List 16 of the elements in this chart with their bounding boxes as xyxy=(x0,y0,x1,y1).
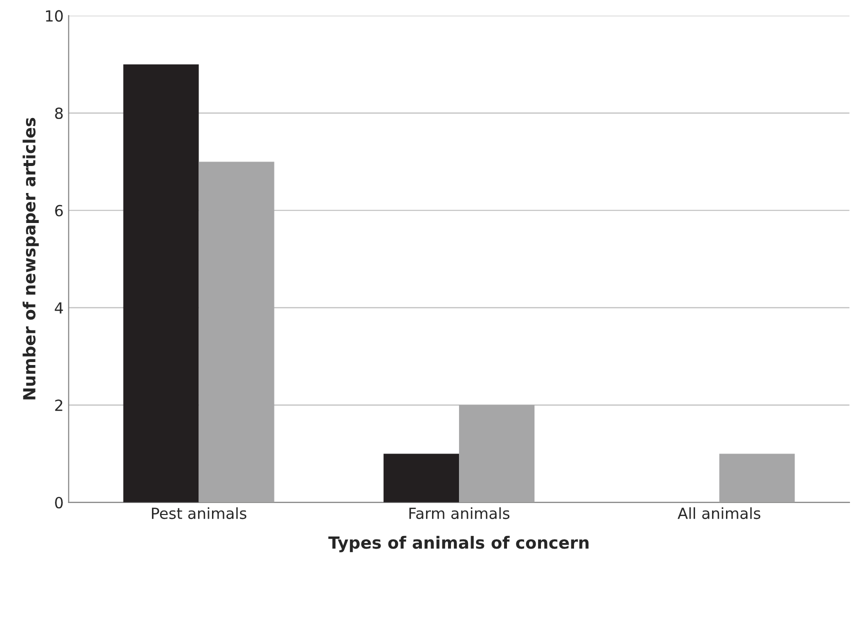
bar xyxy=(123,64,199,502)
x-tick-label: Pest animals xyxy=(152,507,246,520)
bar xyxy=(384,454,460,502)
y-tick-label: 4 xyxy=(54,302,63,314)
y-tick-label: 8 xyxy=(55,108,63,120)
bar xyxy=(459,405,535,502)
y-tick-label: 10 xyxy=(46,10,63,22)
x-axis-title: Types of animals of concern xyxy=(328,536,589,552)
bar xyxy=(719,454,795,502)
x-tick-label: Farm animals xyxy=(409,507,510,520)
y-tick-label: 6 xyxy=(55,204,63,216)
y-axis-title: Number of newspaper articles xyxy=(22,118,39,400)
y-tick-label: 2 xyxy=(55,400,62,411)
y-tick-label: 0 xyxy=(55,496,63,508)
bar xyxy=(198,162,274,502)
x-tick-label: All animals xyxy=(678,507,760,520)
